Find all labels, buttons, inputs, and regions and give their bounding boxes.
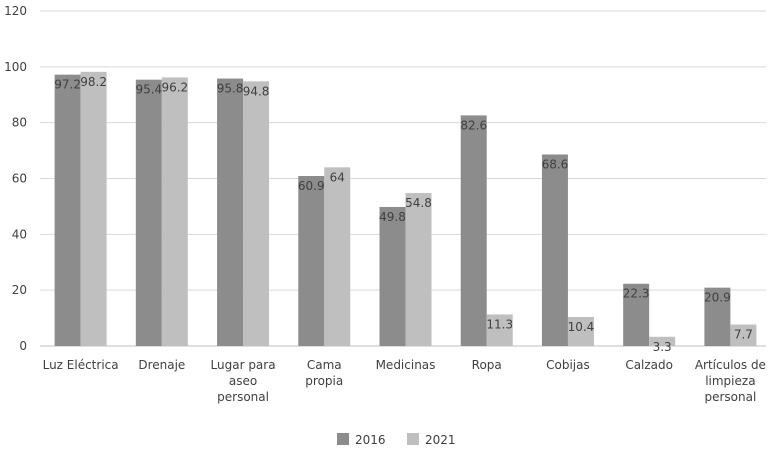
- bar-2021: [324, 167, 351, 346]
- bar-2021: [80, 71, 107, 346]
- category-label: Cama: [307, 358, 342, 372]
- category-label: Medicinas: [376, 358, 436, 372]
- category-label: Cobijas: [546, 358, 590, 372]
- data-label: 94.8: [243, 84, 270, 98]
- category-label: Drenaje: [138, 358, 185, 372]
- legend-swatch-2021: [407, 433, 419, 445]
- legend-swatch-2016: [337, 433, 349, 445]
- bar-2016: [541, 154, 568, 346]
- y-tick-label: 0: [19, 339, 27, 353]
- category-label: limpieza: [705, 374, 755, 388]
- y-axis-ticks: 0 20 40 60 80 100 120: [4, 4, 27, 353]
- bar-2021: [405, 193, 432, 346]
- legend-label: 2021: [425, 433, 456, 447]
- data-label: 97.2: [54, 78, 81, 92]
- y-tick-label: 120: [4, 4, 27, 18]
- data-label: 22.3: [623, 287, 650, 301]
- y-tick-label: 40: [12, 227, 27, 241]
- data-label: 98.2: [80, 75, 107, 89]
- category-label: propia: [305, 374, 343, 388]
- bar-2021: [161, 77, 188, 347]
- bar-2021: [486, 314, 513, 346]
- data-label: 20.9: [704, 291, 731, 305]
- bar-2016: [54, 74, 81, 347]
- category-labels: Luz Eléctrica Drenaje Lugar para aseo person…: [43, 358, 766, 404]
- bar-2021: [567, 316, 594, 346]
- bar-2021: [649, 336, 676, 346]
- bar-2021: [243, 81, 270, 346]
- data-label: 11.3: [486, 317, 513, 331]
- data-label: 82.6: [460, 118, 487, 132]
- bar-2016: [623, 283, 650, 346]
- data-label: 68.6: [542, 157, 569, 171]
- category-label: Artículos de: [695, 358, 766, 372]
- legend: 2016 2021: [337, 433, 456, 447]
- bar-2016: [460, 115, 487, 347]
- bar-2021: [730, 324, 757, 346]
- data-label: 7.7: [734, 328, 753, 342]
- bar-2016: [704, 287, 731, 346]
- category-label: Calzado: [625, 358, 673, 372]
- legend-label: 2016: [355, 433, 386, 447]
- bar-2016: [217, 78, 244, 346]
- data-label: 10.4: [568, 320, 595, 334]
- category-label: Luz Eléctrica: [43, 358, 119, 372]
- category-label: Lugar para: [211, 358, 276, 372]
- data-label: 3.3: [653, 340, 672, 354]
- bar-2016: [298, 175, 325, 346]
- category-label: aseo: [229, 374, 257, 388]
- y-tick-label: 20: [12, 283, 27, 297]
- bar-2016: [379, 206, 406, 346]
- bar-2016: [135, 79, 162, 347]
- category-label: Ropa: [472, 358, 502, 372]
- data-labels: 97.2 98.2 95.4 96.2 95.8 94.8 60.9 64 49.854.8 82…: [54, 75, 753, 354]
- data-label: 60.9: [298, 179, 325, 193]
- data-label: 95.8: [217, 82, 244, 96]
- data-label: 49.8: [379, 210, 406, 224]
- bars: [54, 71, 757, 347]
- data-label: 54.8: [405, 196, 432, 210]
- category-label: personal: [217, 390, 269, 404]
- category-label: personal: [704, 390, 756, 404]
- data-label: 64: [330, 170, 345, 184]
- data-label: 96.2: [161, 80, 188, 94]
- data-label: 95.4: [135, 83, 162, 97]
- y-tick-label: 80: [12, 116, 27, 130]
- y-tick-label: 100: [4, 60, 27, 74]
- y-tick-label: 60: [12, 172, 27, 186]
